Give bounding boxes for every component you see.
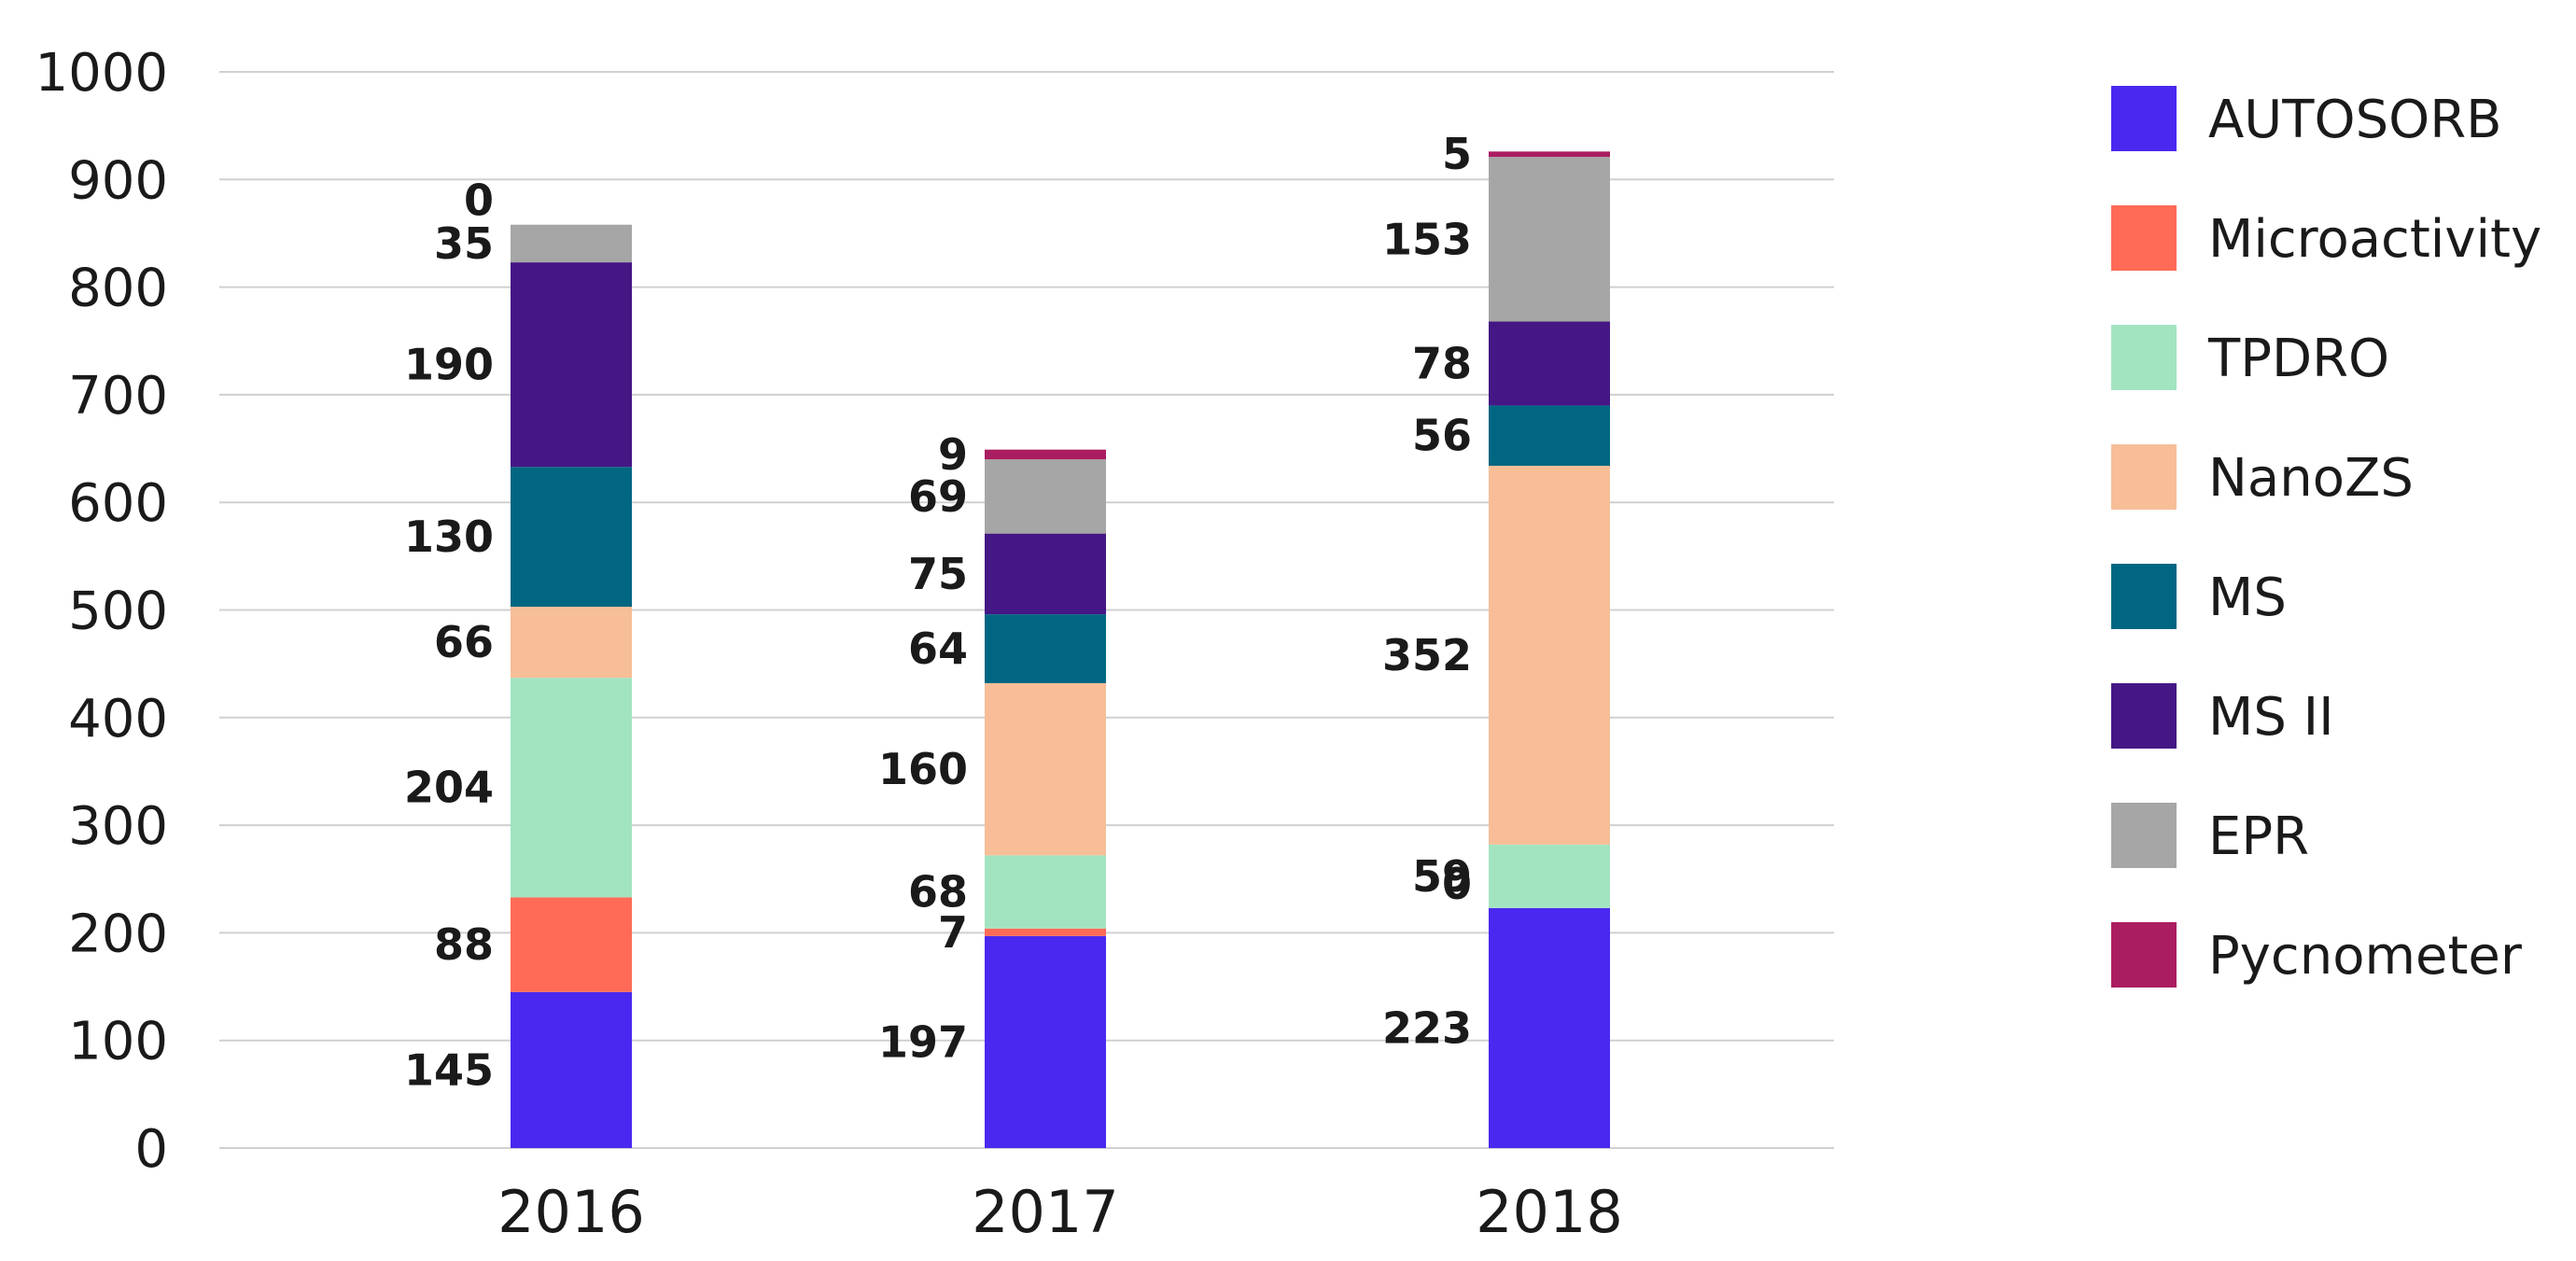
legend-swatch-ms-ii [2111,683,2177,749]
legend: AUTOSORB Microactivity TPDRO NanoZS MS MS II E… [2111,86,2541,988]
data-label: 88 [434,919,494,970]
data-label: 0 [464,175,494,226]
data-label: 145 [404,1044,494,1095]
bar-segment-ms-2016 [511,467,632,608]
legend-swatch-autosorb [2111,86,2177,151]
bar-segment-tpdro-2016 [511,678,632,898]
y-tick-label: 800 [68,259,168,319]
y-tick-label: 0 [134,1119,168,1180]
data-label: 68 [908,867,968,918]
bar-segment-nanozs-2018 [1489,465,1610,845]
bar-segment-ms-ii-2017 [985,533,1106,615]
legend-swatch-pycnometer [2111,922,2177,988]
data-label: 190 [404,340,494,390]
data-label: 153 [1382,214,1472,264]
y-tick-label: 500 [68,581,168,642]
x-tick-label: 2017 [972,1178,1119,1246]
legend-swatch-tpdro [2111,325,2177,390]
legend-label: TPDRO [2207,329,2389,389]
bar-segment-microactivity-2017 [985,928,1106,936]
legend-label: MS [2208,567,2287,628]
bar-segment-nanozs-2017 [985,682,1106,856]
legend-label: NanoZS [2208,448,2414,509]
data-label: 5 [1442,129,1472,179]
y-tick-label: 700 [68,366,168,427]
legend-label: EPR [2208,806,2309,867]
bar-segment-pycnometer-2017 [985,449,1106,460]
bar-segment-epr-2018 [1489,157,1610,322]
data-label: 0 [1442,859,1472,909]
data-label: 78 [1412,338,1472,388]
data-label: 56 [1412,411,1472,461]
data-label: 66 [434,617,494,667]
data-label: 204 [404,763,494,813]
legend-swatch-nanozs [2111,444,2177,510]
bars-layer [511,151,1610,1148]
data-label: 197 [878,1016,968,1067]
data-label: 64 [908,623,968,674]
bar-segment-tpdro-2018 [1489,844,1610,908]
data-label: 7 [938,907,968,958]
y-tick-label: 900 [68,150,168,211]
legend-swatch-ms [2111,564,2177,629]
y-tick-label: 200 [68,904,168,964]
bar-segment-epr-2017 [985,459,1106,534]
legend-label: MS II [2208,687,2334,748]
legend-label: Pycnometer [2208,926,2523,987]
y-tick-label: 1000 [35,43,168,104]
y-tick-label: 600 [68,473,168,534]
bar-segment-autosorb-2018 [1489,907,1610,1148]
legend-swatch-epr [2111,803,2177,868]
bar-segment-autosorb-2017 [985,935,1106,1148]
data-label: 9 [938,429,968,480]
y-tick-label: 100 [68,1012,168,1072]
data-label: 223 [1382,1002,1472,1053]
y-tick-label: 400 [68,689,168,750]
bar-segment-nanozs-2016 [511,607,632,679]
data-labels-layer: 1458820466130190350197768160647569922305… [404,129,1472,1095]
legend-label: Microactivity [2208,209,2541,270]
bar-segment-ms-2017 [985,614,1106,683]
bar-segment-ms-ii-2018 [1489,321,1610,406]
bar-segment-ms-2018 [1489,405,1610,466]
bar-segment-microactivity-2016 [511,897,632,992]
y-axis-ticks: 0 100 200 300 400 500 600 700 800 900 1000 [35,43,168,1180]
data-label: 130 [404,511,494,562]
y-tick-label: 300 [68,796,168,857]
bar-segment-autosorb-2016 [511,991,632,1148]
x-axis-ticks: 2016 2017 2018 [497,1178,1623,1246]
data-label: 75 [908,549,968,599]
data-label: 59 [1412,851,1472,902]
data-label: 69 [908,471,968,522]
legend-swatch-microactivity [2111,205,2177,271]
bar-segment-pycnometer-2018 [1489,151,1610,158]
data-label: 160 [878,744,968,794]
x-tick-label: 2016 [497,1178,645,1246]
x-tick-label: 2018 [1476,1178,1623,1246]
data-label: 352 [1382,630,1472,680]
bar-segment-epr-2016 [511,224,632,263]
bar-segment-ms-ii-2016 [511,262,632,468]
legend-label: AUTOSORB [2208,90,2502,150]
data-label: 35 [434,218,494,269]
bar-segment-tpdro-2017 [985,855,1106,929]
